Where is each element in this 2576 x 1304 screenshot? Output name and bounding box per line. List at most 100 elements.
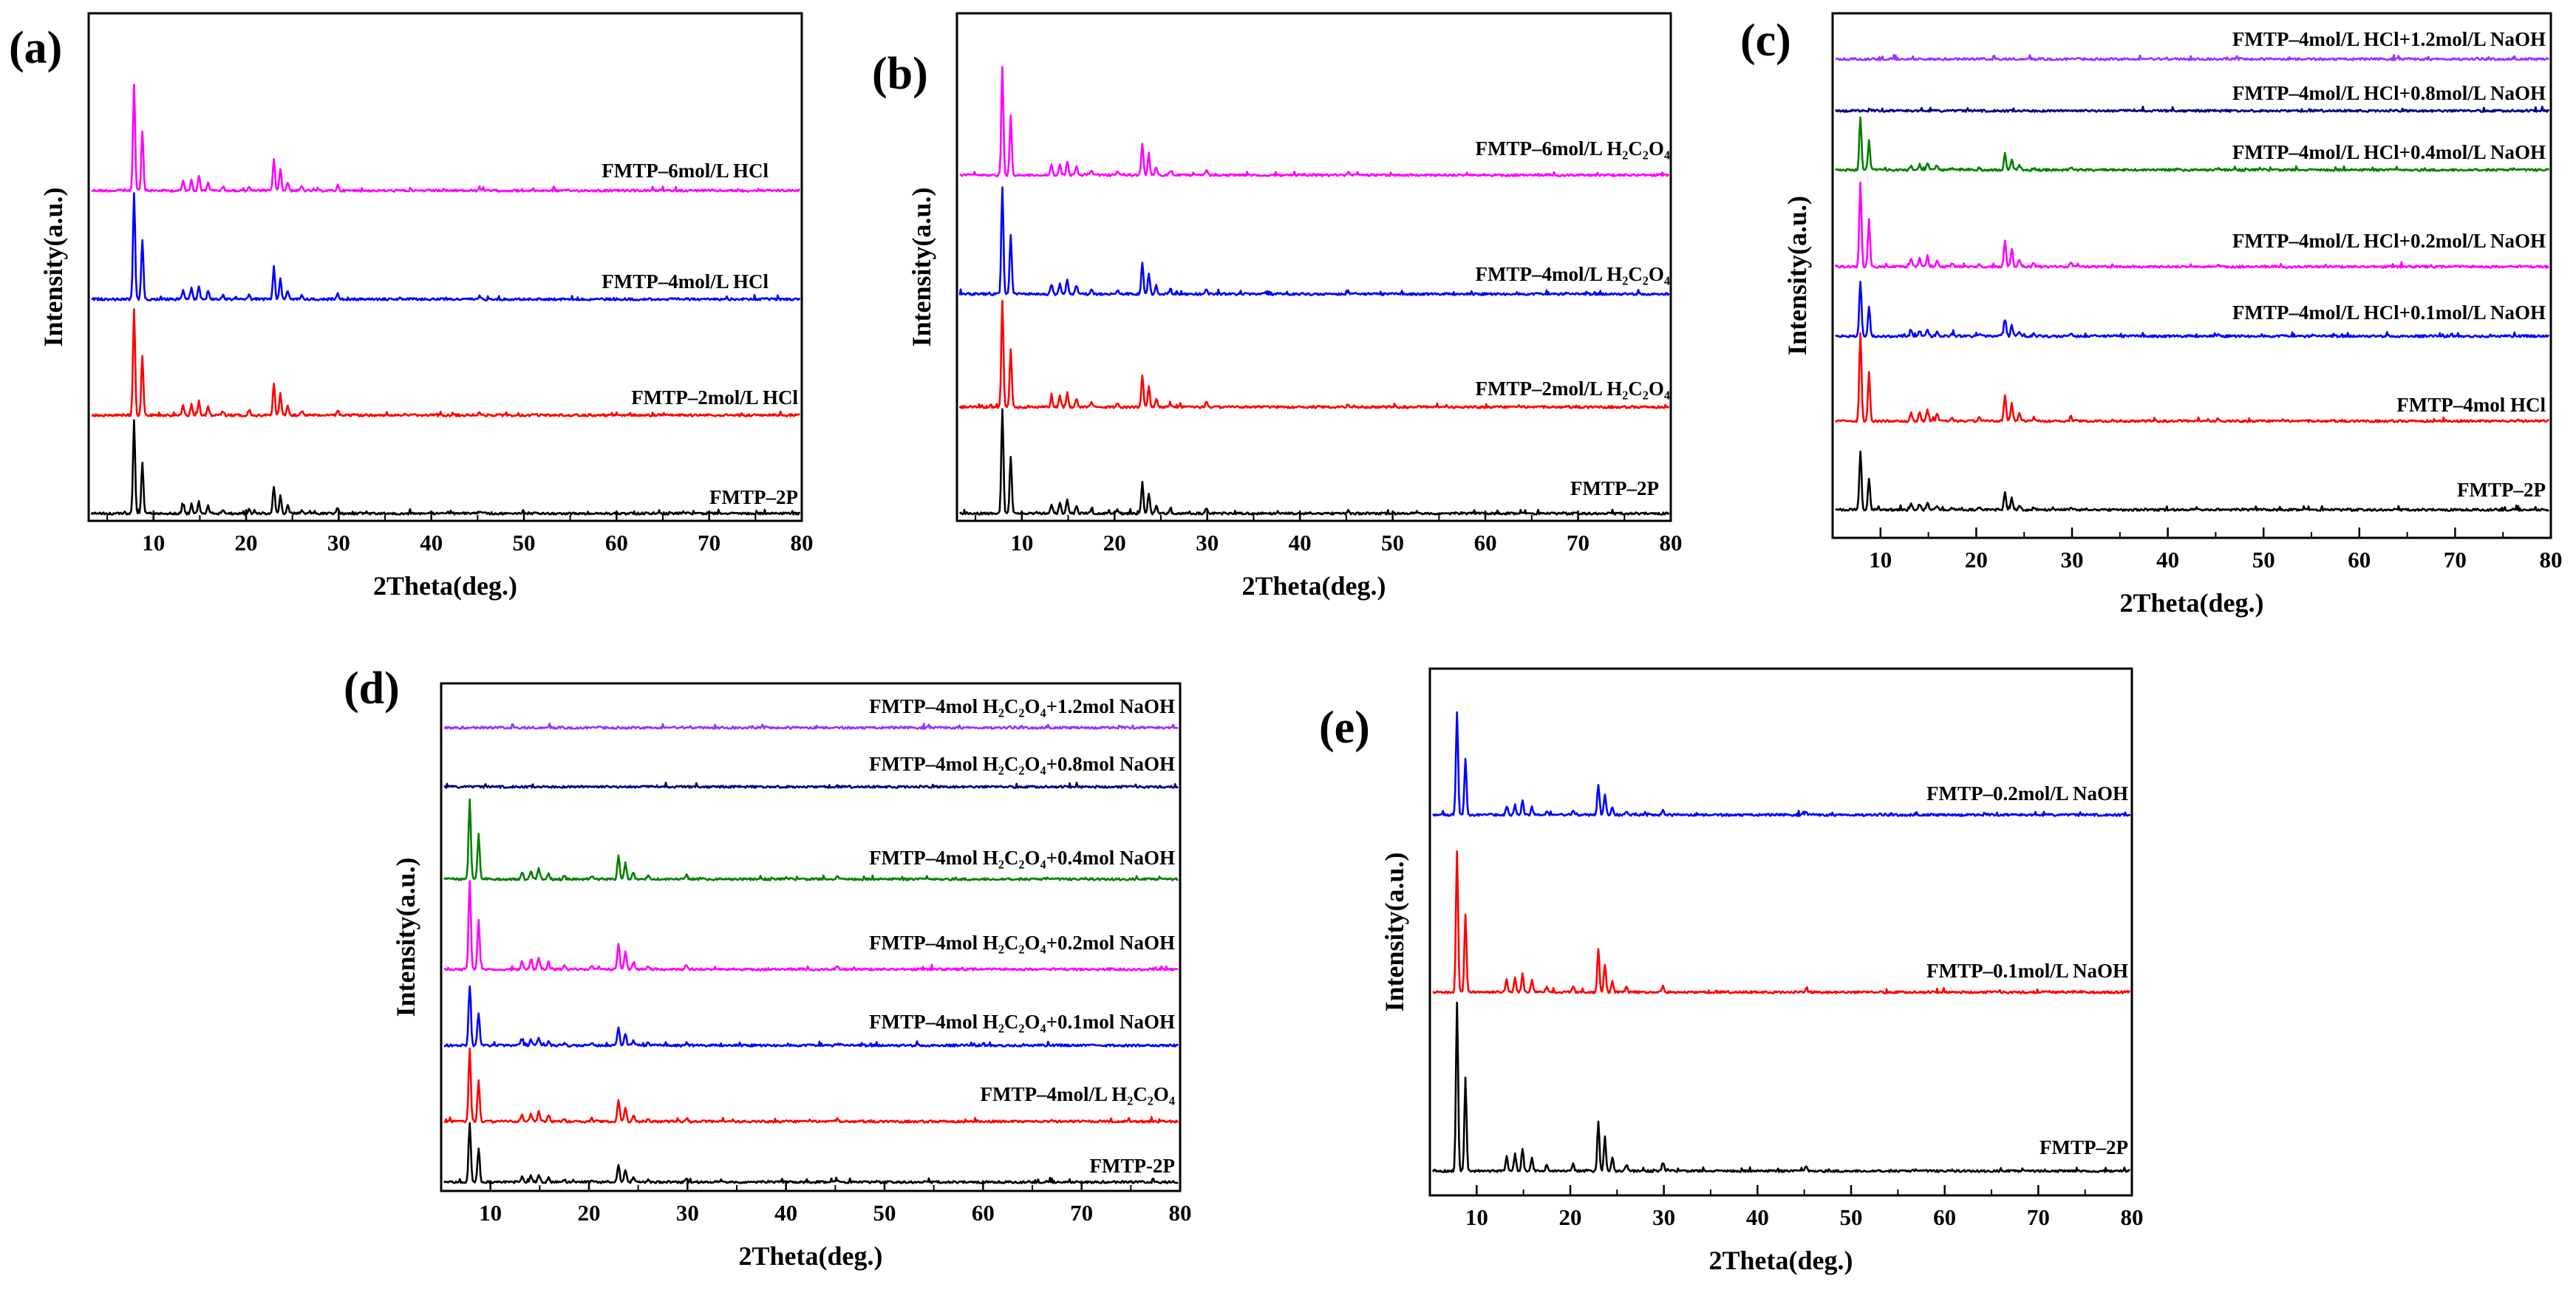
series-line — [958, 300, 1670, 409]
x-tick-label: 60 — [1933, 1204, 1956, 1230]
x-tick-label: 70 — [2444, 547, 2467, 573]
x-axis-label: 2Theta(deg.) — [739, 1241, 883, 1271]
series-label: FMTP–2P — [2040, 1136, 2128, 1158]
series-line — [1432, 711, 2131, 817]
series-line — [1834, 181, 2549, 269]
series-line — [443, 880, 1179, 972]
series-line — [1431, 1001, 2130, 1173]
x-tick-label: 60 — [605, 530, 628, 556]
x-tick-label: 40 — [1289, 530, 1312, 556]
x-tick-label: 50 — [2252, 547, 2275, 573]
series-line — [1835, 450, 2549, 512]
x-tick-label: 80 — [2121, 1204, 2144, 1230]
x-axis-label: 2Theta(deg.) — [373, 571, 517, 601]
series-line — [1432, 850, 2131, 994]
x-tick-label: 20 — [578, 1200, 601, 1226]
panel-letter: (d) — [344, 663, 400, 714]
y-axis-label: Intensity(a.u.) — [907, 187, 936, 347]
x-tick-label: 20 — [1559, 1204, 1582, 1230]
series-label: FMTP–2mol/L H₂C₂O₄ — [1475, 378, 1670, 400]
x-tick-label: 70 — [1567, 530, 1589, 556]
series-line — [958, 186, 1670, 296]
x-tick-label: 10 — [1869, 547, 1892, 573]
panel-c: FMTP–4mol/L HCl+1.2mol/L NaOH FMTP–4mol/L… — [1740, 12, 2563, 618]
series-label: FMTP–4mol HCl — [2396, 394, 2546, 416]
series-label: FMTP–4mol/L HCl — [602, 270, 769, 293]
panel-d: FMTP–4mol H₂C₂O₄+1.2mol NaOH FMTP–4mol H₂… — [344, 663, 1192, 1271]
x-tick-label: 40 — [1746, 1204, 1769, 1230]
x-tick-label: 30 — [1196, 530, 1219, 556]
x-tick-label: 80 — [1169, 1200, 1192, 1226]
x-tick-label: 50 — [513, 530, 536, 556]
x-tick-label: 10 — [142, 530, 165, 556]
x-axis-label: 2Theta(deg.) — [2120, 588, 2264, 618]
x-tick-label: 30 — [1652, 1204, 1675, 1230]
panel-a: FMTP–6mol/L HCl FMTP–4mol/L HCl FMTP–2mol/… — [9, 12, 814, 601]
plot-frame — [1428, 667, 2133, 1197]
series-line — [443, 798, 1179, 881]
x-tick-label: 10 — [1465, 1204, 1488, 1230]
x-tick-label: 60 — [2348, 547, 2371, 573]
series-label: FMTP–6mol/L HCl — [602, 160, 769, 182]
y-axis-label: Intensity(a.u.) — [38, 187, 68, 347]
series-line — [90, 419, 801, 516]
series-label: FMTP–2mol/L HCl — [631, 386, 798, 409]
x-tick-label: 10 — [1010, 530, 1033, 556]
series-line — [443, 723, 1179, 730]
series-line — [1835, 116, 2550, 172]
x-tick-label: 20 — [235, 530, 258, 556]
series-label: FMTP–4mol/L H₂C₂O₄ — [1475, 263, 1670, 285]
series-label: FMTP–2P — [709, 486, 798, 508]
x-tick-label: 50 — [1840, 1204, 1863, 1230]
series-line — [443, 1122, 1179, 1184]
series-line — [1835, 281, 2550, 338]
series-label: FMTP–0.2mol/L NaOH — [1926, 782, 2128, 805]
x-tick-label: 20 — [1965, 547, 1988, 573]
series-line — [1834, 332, 2549, 423]
x-tick-label: 70 — [1070, 1200, 1093, 1226]
series-line — [958, 408, 1670, 516]
panel-letter: (a) — [9, 23, 62, 73]
series-label: FMTP–4mol H₂C₂O₄+0.2mol NaOH — [869, 932, 1175, 954]
series-line — [443, 1048, 1179, 1124]
x-tick-label: 10 — [479, 1200, 502, 1226]
x-tick-label: 40 — [420, 530, 443, 556]
series-line — [444, 985, 1179, 1048]
x-tick-label: 60 — [972, 1200, 995, 1226]
x-tick-label: 40 — [774, 1200, 797, 1226]
plot-frame — [440, 682, 1182, 1192]
x-tick-label: 70 — [698, 530, 720, 556]
x-tick-label: 30 — [327, 530, 350, 556]
x-tick-label: 30 — [2061, 547, 2084, 573]
series-label: FMTP–0.1mol/L NaOH — [1926, 960, 2128, 982]
series-label: FMTP–4mol H₂C₂O₄+0.8mol NaOH — [869, 753, 1175, 775]
y-axis-label: Intensity(a.u.) — [391, 857, 420, 1017]
series-label: FMTP–4mol/L HCl+0.4mol/L NaOH — [2232, 141, 2546, 163]
y-axis-label: Intensity(a.u.) — [1782, 196, 1812, 355]
series-label: FMTP–4mol/L HCl+0.2mol/L NaOH — [2232, 230, 2546, 252]
series-label: FMTP–4mol H₂C₂O₄+0.1mol NaOH — [869, 1011, 1175, 1033]
x-axis-label: 2Theta(deg.) — [1242, 571, 1386, 601]
x-tick-label: 30 — [676, 1200, 699, 1226]
series-label: FMTP–4mol/L HCl+0.1mol/L NaOH — [2232, 301, 2546, 324]
series-label: FMTP–4mol/L H₂C₂O₄ — [980, 1083, 1175, 1105]
panel-letter: (e) — [1319, 703, 1370, 753]
series-line — [91, 192, 801, 301]
x-axis-label: 2Theta(deg.) — [1709, 1246, 1853, 1275]
series-line — [91, 83, 801, 193]
series-label: FMTP–4mol/L HCl+0.8mol/L NaOH — [2232, 82, 2546, 104]
x-tick-label: 80 — [1660, 530, 1683, 556]
plot-frame — [955, 12, 1672, 522]
series-line — [959, 66, 1669, 177]
y-axis-label: Intensity(a.u.) — [1380, 852, 1409, 1011]
x-tick-label: 40 — [2156, 547, 2179, 573]
x-tick-label: 50 — [1381, 530, 1404, 556]
panel-b: FMTP–6mol/L H₂C₂O₄ FMTP–4mol/L H₂C₂O₄ FMTP… — [872, 12, 1683, 601]
series-line — [91, 308, 800, 417]
panel-letter: (b) — [872, 49, 928, 99]
x-tick-label: 60 — [1474, 530, 1497, 556]
panel-letter: (c) — [1740, 16, 1791, 66]
series-line — [443, 782, 1179, 789]
series-label: FMTP-2P — [1090, 1155, 1175, 1177]
